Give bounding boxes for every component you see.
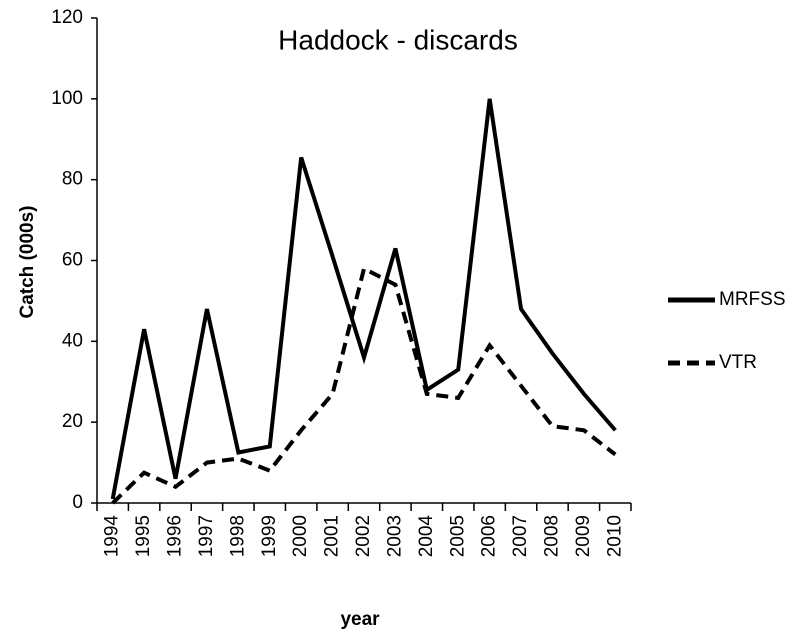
y-axis-label: Catch (000s) bbox=[17, 206, 38, 319]
x-tick-label: 2007 bbox=[510, 515, 531, 557]
y-tick-label: 100 bbox=[51, 88, 83, 109]
x-tick-label: 1996 bbox=[165, 515, 186, 557]
chart-title: Haddock - discards bbox=[278, 24, 518, 55]
data-line bbox=[110, 98, 617, 500]
y-tick-label: 120 bbox=[51, 7, 83, 28]
x-tick-label: 2005 bbox=[447, 515, 468, 557]
x-tick-label: 2006 bbox=[479, 515, 500, 557]
legend-label: MRFSS bbox=[719, 289, 786, 310]
y-tick-label: 0 bbox=[72, 492, 83, 513]
x-tick-label: 1998 bbox=[227, 515, 248, 557]
x-tick-label: 2002 bbox=[353, 515, 374, 557]
y-tick-label: 60 bbox=[62, 250, 83, 271]
x-tick-label: 2009 bbox=[573, 515, 594, 557]
x-tick-label: 2000 bbox=[290, 515, 311, 557]
y-tick-label: 40 bbox=[62, 330, 83, 351]
x-axis-label: year bbox=[340, 609, 380, 630]
x-tick-label: 2004 bbox=[416, 515, 437, 558]
x-tick-label: 2003 bbox=[384, 515, 405, 557]
x-tick-label: 1995 bbox=[133, 515, 154, 557]
x-tick-label: 1994 bbox=[102, 515, 123, 558]
data-line bbox=[111, 265, 617, 505]
x-tick-label: 1999 bbox=[259, 515, 280, 557]
x-tick-label: 2010 bbox=[604, 515, 625, 557]
x-tick-label: 2008 bbox=[541, 515, 562, 557]
x-tick-label: 2001 bbox=[322, 515, 343, 557]
y-tick-label: 20 bbox=[62, 411, 83, 432]
y-tick-label: 80 bbox=[62, 169, 83, 190]
x-tick-label: 1997 bbox=[196, 515, 217, 557]
legend-label: VTR bbox=[719, 352, 757, 373]
